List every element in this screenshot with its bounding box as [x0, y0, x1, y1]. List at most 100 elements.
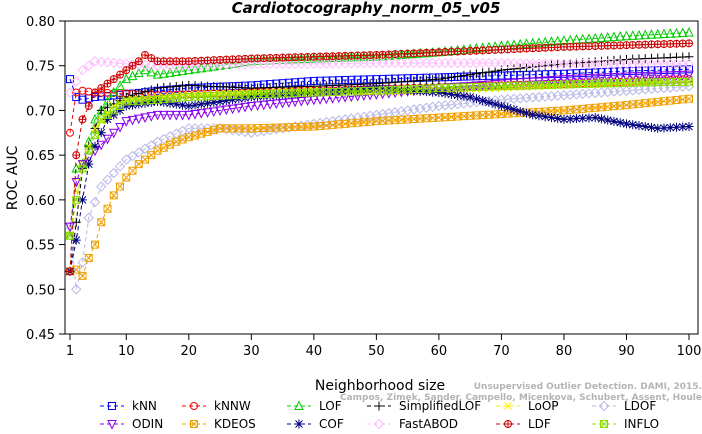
legend-marker [373, 418, 385, 430]
series-point-odin [465, 81, 475, 92]
series-point-knn [678, 65, 687, 74]
series-ldf [66, 39, 694, 276]
series-point-cof [496, 101, 506, 111]
series-point-odin [165, 110, 175, 121]
series-point-cof [78, 195, 88, 205]
series-point-knnw [78, 86, 87, 95]
series-point-fastabod [683, 58, 695, 70]
series-point-cof [640, 122, 650, 132]
series-point-lof [158, 68, 169, 78]
series-point-cof [665, 123, 675, 133]
series-point-lof [665, 28, 676, 38]
series-point-lof [133, 67, 144, 78]
series-point-lof [684, 27, 694, 37]
series-point-odin [271, 99, 282, 110]
series-point-odin [133, 114, 144, 125]
series-point-ldf [66, 267, 75, 276]
y-tick-label: 0.80 [26, 15, 55, 30]
series-point-cof [84, 159, 94, 169]
legend-marker [108, 402, 116, 410]
series-point-cof [484, 97, 494, 107]
series-point-ldf [685, 39, 694, 48]
series-point-lof [590, 32, 601, 43]
legend-label: SimplifiedLOF [399, 399, 481, 413]
y-tick-label: 0.55 [26, 239, 55, 254]
series-point-ldof [133, 147, 144, 158]
series-point-cof [559, 114, 569, 124]
series-point-cof [578, 113, 588, 123]
legend-marker [598, 400, 610, 412]
series-point-knn [72, 93, 81, 102]
series-point-cof [196, 99, 206, 109]
series-point-cof [615, 118, 625, 128]
series-point-simplifiedlof [146, 85, 156, 95]
legend-label: KDEOS [214, 417, 256, 431]
series-point-cof [503, 103, 513, 113]
series-point-odin [540, 76, 551, 87]
series-point-knn [584, 68, 593, 77]
series-point-lof [108, 86, 119, 97]
series-point-lof [359, 51, 369, 62]
series-point-odin [171, 110, 182, 121]
legend-marker [294, 400, 304, 410]
series-point-cof [96, 128, 106, 138]
series-point-knn [553, 69, 562, 78]
series-point-lof [321, 52, 332, 63]
series-point-ldf [72, 151, 81, 160]
series-point-knn [659, 66, 668, 75]
legend-label: COF [319, 417, 344, 431]
series-point-lof [90, 113, 100, 124]
legend-label: LOF [319, 399, 342, 413]
series-point-lof [377, 50, 388, 61]
series-point-lof [177, 65, 188, 76]
series-point-simplifiedlof [484, 67, 494, 77]
x-axis-label: Neighborhood size [315, 378, 445, 394]
legend-label: LoOP [528, 399, 559, 413]
series-point-simplifiedlof [459, 71, 469, 81]
legend-marker [600, 420, 608, 428]
series-point-cof [140, 98, 150, 108]
series-point-ldf [109, 75, 118, 84]
series-point-inflo [72, 195, 81, 204]
series-point-knn [541, 70, 550, 79]
series-point-knn [647, 66, 656, 75]
series-point-odin [565, 74, 576, 85]
legend-item-fastabod: FastABOD [367, 417, 458, 431]
y-axis-label: ROC AUC [5, 145, 21, 210]
series-point-odin [215, 106, 225, 117]
series-point-odin [621, 72, 632, 83]
series-point-cof [596, 114, 606, 124]
series-point-ldof [127, 150, 138, 162]
legend-marker [504, 420, 513, 428]
series-point-odin [659, 71, 669, 81]
series-point-odin [459, 82, 469, 92]
series-point-cof [384, 84, 394, 94]
y-tick-label: 0.65 [26, 149, 55, 164]
series-point-ldf [84, 101, 93, 110]
series-point-cof [465, 92, 475, 102]
series-point-knn [685, 65, 693, 74]
series-point-ldof [96, 181, 107, 192]
x-tick-label: 10 [118, 344, 135, 359]
series-point-knn [566, 69, 575, 78]
series-point-knn [78, 95, 87, 104]
series-point-cof [565, 114, 575, 124]
series-point-ldof [89, 196, 101, 208]
series-point-odin [115, 122, 125, 133]
series-point-lof [646, 29, 657, 39]
series-inflo [66, 77, 693, 240]
series-point-odin [152, 110, 163, 121]
series-point-cof [228, 95, 238, 105]
series-point-inflo [66, 231, 74, 240]
series-point-cof [446, 89, 456, 99]
series-point-odin [590, 73, 601, 84]
series-point-odin [596, 73, 607, 84]
x-tick-label: 1 [66, 344, 74, 359]
series-point-cof [659, 123, 669, 133]
series-point-fastabod [64, 87, 76, 98]
series-point-cof [209, 97, 219, 107]
series-point-cof [359, 84, 369, 94]
legend-item-knnw: kNNW [182, 399, 251, 413]
series-point-lof [296, 53, 307, 64]
series-point-odin [196, 109, 207, 119]
